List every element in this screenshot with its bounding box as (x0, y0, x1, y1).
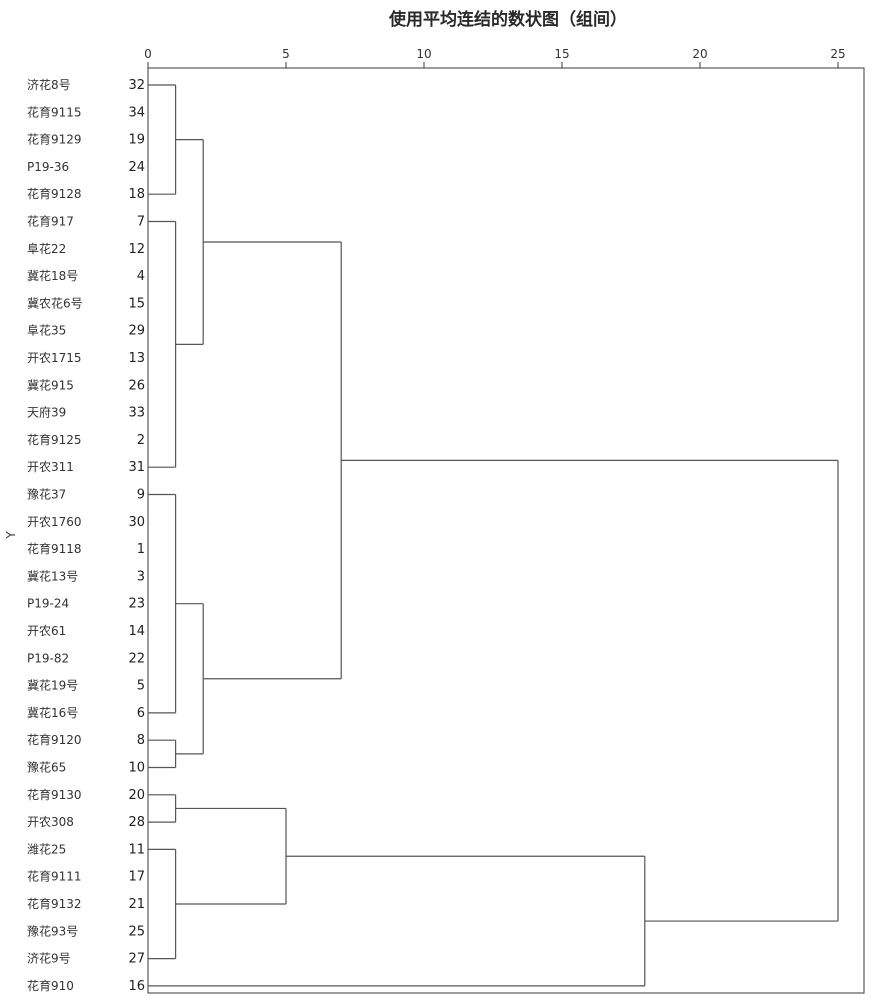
leaf-case-number: 19 (128, 133, 145, 148)
leaf-case-number: 7 (137, 215, 145, 230)
leaf-name-label: 济花9号 (27, 951, 71, 966)
leaf-name-label: 豫花65 (27, 760, 66, 775)
leaf-name-label: 花育9132 (27, 896, 82, 911)
leaf-case-number: 13 (128, 351, 145, 366)
leaf-case-number: 31 (128, 460, 145, 475)
leaf-case-number: 22 (128, 651, 145, 666)
leaf-case-number: 1 (137, 542, 145, 557)
dendrogram-links (148, 84, 839, 987)
leaf-name-label: P19-36 (27, 160, 69, 174)
leaf-name-label: 开农308 (27, 815, 74, 829)
leaf-case-number: 32 (128, 78, 145, 93)
leaf-name-label: 潍花25 (27, 841, 66, 856)
leaf-case-number: 18 (128, 187, 145, 202)
leaf-case-number: 14 (128, 624, 145, 639)
leaf-name-label: 豫花93号 (27, 923, 78, 938)
leaf-name-label: 天府39 (27, 405, 66, 420)
leaf-case-number: 34 (128, 105, 145, 120)
leaf-case-number: 4 (137, 269, 145, 284)
leaf-case-number: 16 (128, 979, 145, 994)
leaf-case-number: 11 (128, 842, 145, 857)
leaf-case-number: 29 (128, 324, 145, 339)
leaf-name-label: 济花8号 (27, 77, 71, 92)
leaf-case-number: 2 (137, 433, 145, 448)
plot-frame (147, 67, 865, 994)
leaf-name-label: 冀花16号 (27, 705, 78, 720)
leaf-name-label: 冀花915 (27, 377, 74, 392)
leaf-name-label: 冀花19号 (27, 678, 78, 693)
leaf-name-label: 阜花22 (27, 241, 66, 256)
leaf-case-number: 6 (137, 706, 145, 721)
leaf-case-number: 28 (128, 815, 145, 830)
leaf-name-label: 冀花18号 (27, 268, 78, 283)
leaf-case-number: 17 (128, 870, 145, 885)
leaf-case-number: 23 (128, 597, 145, 612)
leaf-name-label: P19-24 (27, 597, 69, 611)
leaf-name-label: P19-82 (27, 651, 69, 665)
leaf-name-label: 花育9130 (27, 787, 82, 802)
leaf-case-number: 12 (128, 242, 145, 257)
leaf-name-label: 冀花13号 (27, 568, 78, 583)
x-tick-label: 5 (282, 47, 290, 61)
leaf-name-label: 花育910 (27, 978, 74, 993)
leaf-case-number: 15 (128, 296, 145, 311)
leaf-name-label: 阜花35 (27, 323, 66, 338)
leaf-case-number: 8 (137, 733, 145, 748)
leaf-name-label: 花育9129 (27, 132, 82, 147)
chart-title: 使用平均连结的数状图（组间） (388, 9, 627, 30)
x-tick-label: 0 (144, 47, 152, 61)
leaf-case-number: 25 (128, 924, 145, 939)
leaf-case-number: 5 (137, 679, 145, 694)
leaf-case-number: 3 (137, 569, 145, 584)
leaf-name-label: 开农1760 (27, 515, 82, 529)
leaf-case-number: 30 (128, 515, 145, 530)
leaf-case-number: 21 (128, 897, 145, 912)
leaf-name-label: 花育9115 (27, 104, 82, 119)
x-tick-label: 10 (416, 47, 431, 61)
y-axis-label: Y (4, 531, 18, 540)
leaf-name-label: 开农311 (27, 460, 74, 474)
x-tick-label: 15 (554, 47, 569, 61)
leaf-name-label: 开农61 (27, 624, 66, 638)
leaf-case-number: 20 (128, 788, 145, 803)
leaf-case-number: 33 (128, 406, 145, 421)
leaf-case-number: 24 (128, 160, 145, 175)
leaf-name-label: 冀农花6号 (27, 295, 83, 310)
x-tick-label: 20 (692, 47, 707, 61)
leaf-name-label: 花育9111 (27, 869, 82, 884)
leaf-name-label: 花育917 (27, 214, 74, 229)
leaf-name-label: 花育9128 (27, 186, 82, 201)
x-tick-label: 25 (830, 47, 845, 61)
leaf-case-number: 10 (128, 761, 145, 776)
leaf-name-label: 豫花37 (27, 487, 66, 502)
leaf-name-label: 花育9118 (27, 541, 82, 556)
leaf-name-label: 开农1715 (27, 351, 82, 365)
leaf-name-label: 花育9125 (27, 432, 82, 447)
x-axis: 0 5 10 15 20 25 (144, 47, 846, 68)
leaf-case-number: 26 (128, 378, 145, 393)
leaf-case-number: 9 (137, 488, 145, 503)
leaf-name-label: 花育9120 (27, 732, 82, 747)
leaf-case-number: 27 (128, 952, 145, 967)
